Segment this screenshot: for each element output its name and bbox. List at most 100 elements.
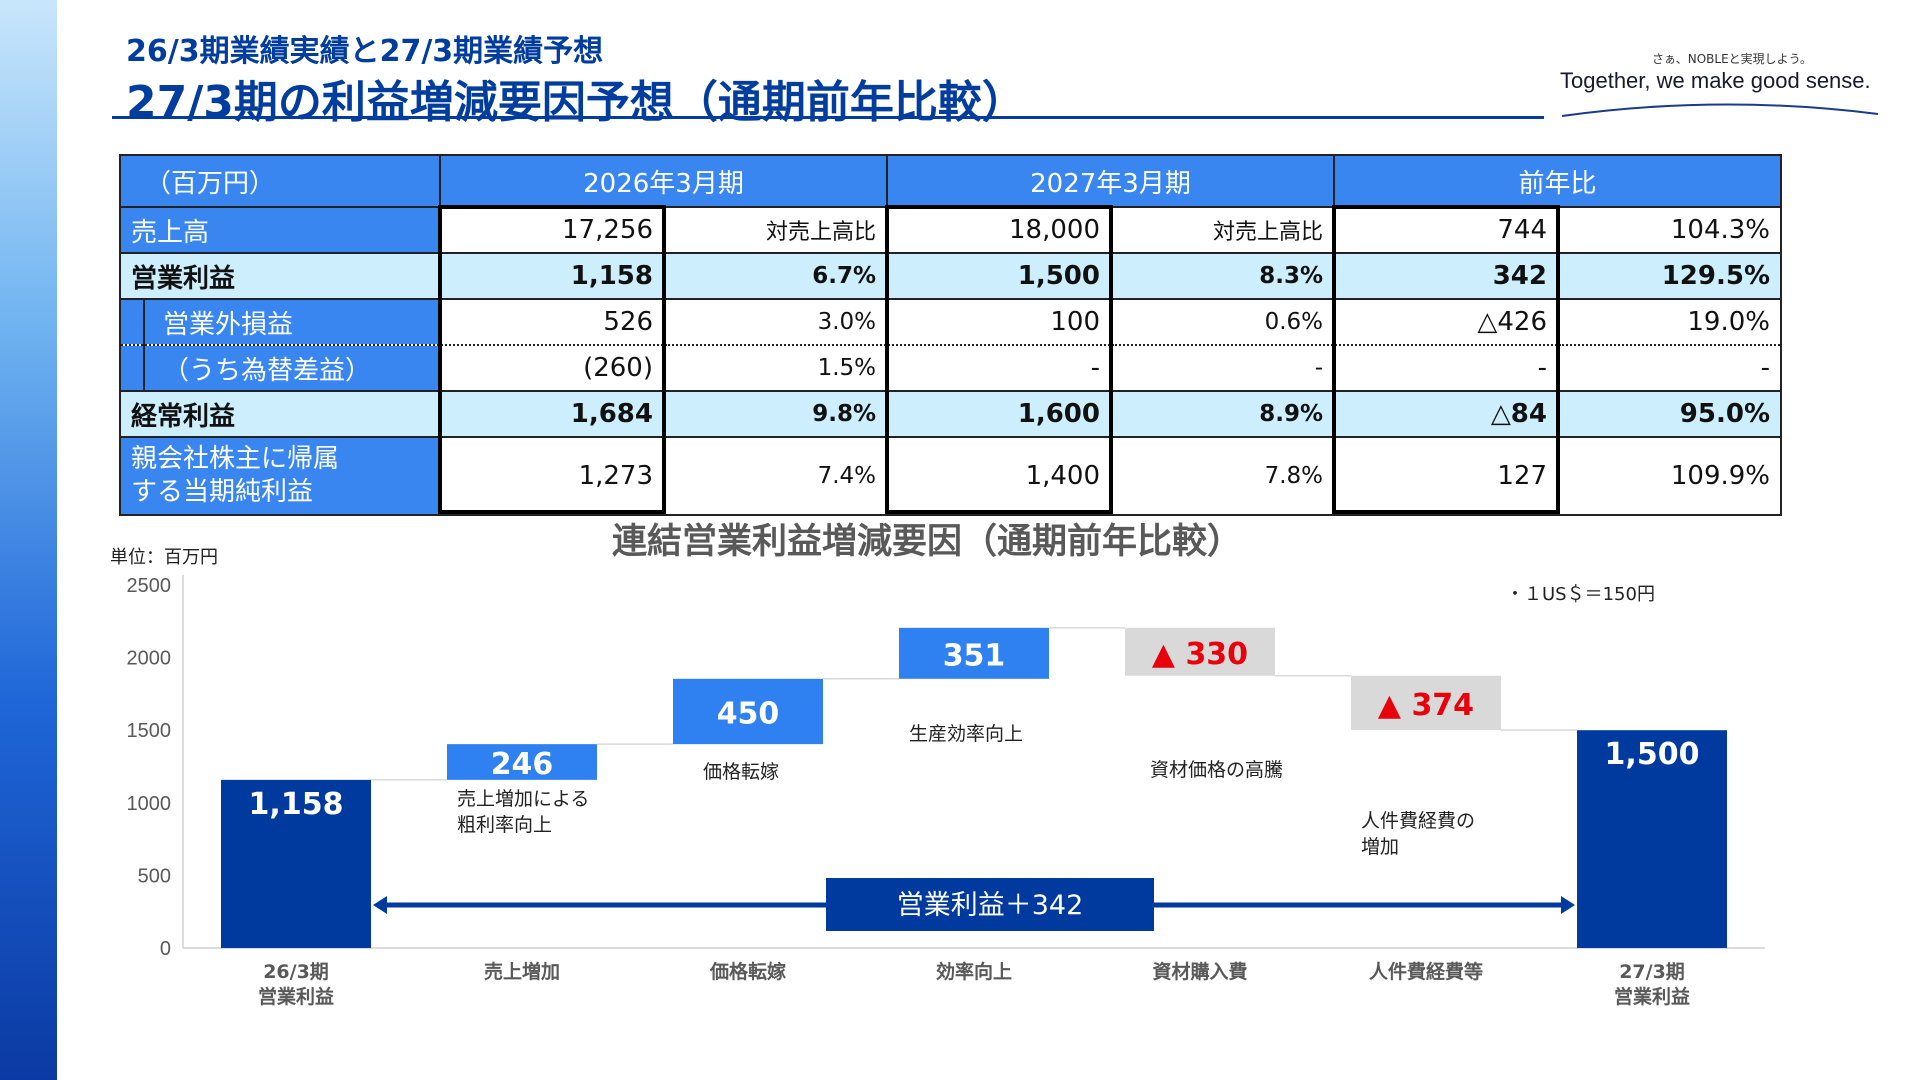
chart-title: 連結営業利益増減要因（通期前年比較） — [612, 522, 1243, 562]
x-category-label: 資材購入費 — [1152, 960, 1247, 983]
yoy-diff: 127 — [1333, 436, 1559, 516]
yoy-pct: - — [1557, 344, 1782, 392]
bar-annotation: 粗利率向上 — [457, 814, 552, 836]
table-header-row: （百万円） 2026年3月期 2027年3月期 前年比 — [119, 154, 1782, 208]
y-tick-label: 1000 — [127, 793, 172, 815]
x-category-label: 売上増加 — [484, 960, 560, 983]
bar-value-label: 1,158 — [249, 787, 344, 822]
table-row-operating-income: 営業利益 1,158 6.7% 1,500 8.3% 342 129.5% — [119, 252, 1782, 300]
x-category-label: 人件費経費等 — [1369, 960, 1483, 983]
slide-title: 27/3期の利益増減要因予想（通期前年比較） — [126, 77, 1026, 128]
chart-unit-label: 単位：百万円 — [110, 547, 218, 568]
row-label: 営業外損益 — [143, 298, 441, 346]
header-unit: （百万円） — [119, 154, 441, 208]
x-category-label: 営業利益 — [258, 985, 334, 1008]
value-2026: 17,256 — [439, 206, 665, 254]
brand-logo-text: Together, we make good sense. — [1560, 68, 1871, 93]
ratio-2027: 対売上高比 — [1110, 206, 1335, 254]
waterfall-bar — [447, 744, 597, 780]
slide-subtitle: 26/3期業績実績と27/3期業績予想 — [126, 34, 604, 69]
row-label: 営業利益 — [119, 252, 441, 300]
value-2026: (260) — [439, 344, 665, 392]
yoy-pct: 129.5% — [1557, 252, 1782, 300]
value-2026: 526 — [439, 298, 665, 346]
y-tick-label: 2000 — [127, 648, 172, 670]
fx-rate-note: ・１US＄＝150円 — [1506, 584, 1655, 605]
yoy-pct: 95.0% — [1557, 390, 1782, 438]
span-arrow-left-head — [373, 896, 387, 914]
table-row-non-operating: 営業外損益 526 3.0% 100 0.6% △426 19.0% — [119, 298, 1782, 346]
brand-swoosh-icon — [1561, 103, 1879, 117]
ratio-2027: 8.3% — [1110, 252, 1335, 300]
title-underline — [112, 116, 1544, 119]
row-label: （うち為替差益） — [143, 344, 441, 392]
value-2027: 100 — [886, 298, 1112, 346]
waterfall-bar — [1125, 627, 1275, 676]
row-indent-strip — [119, 344, 145, 392]
x-category-label: 価格転嫁 — [709, 960, 786, 983]
bar-annotation: 価格転嫁 — [703, 761, 779, 783]
ratio-2026: 1.5% — [663, 344, 888, 392]
y-tick-label: 1500 — [127, 720, 172, 742]
table-row-net-income: 親会社株主に帰属 する当期純利益 1,273 7.4% 1,400 7.8% 12… — [119, 436, 1782, 516]
span-arrow-label: 営業利益＋342 — [897, 890, 1084, 921]
bar-annotation: 売上増加による — [457, 788, 589, 810]
table-row-ordinary-income: 経常利益 1,684 9.8% 1,600 8.9% △84 95.0% — [119, 390, 1782, 438]
yoy-pct: 109.9% — [1557, 436, 1782, 516]
side-gradient-bar — [0, 0, 57, 1080]
waterfall-bar — [1577, 730, 1727, 948]
ratio-2027: 8.9% — [1110, 390, 1335, 438]
value-2027: 1,400 — [886, 436, 1112, 516]
row-label: 親会社株主に帰属 する当期純利益 — [119, 436, 441, 516]
row-label: 売上高 — [119, 206, 441, 254]
row-label: 経常利益 — [119, 390, 441, 438]
x-category-label: 効率向上 — [936, 960, 1012, 983]
bar-value-label: 246 — [491, 747, 554, 782]
y-tick-label: 0 — [160, 938, 171, 960]
bar-annotation: 生産効率向上 — [909, 723, 1023, 745]
yoy-diff: 342 — [1333, 252, 1559, 300]
bar-value-label: ▲ 374 — [1378, 688, 1474, 723]
value-2027: 1,500 — [886, 252, 1112, 300]
ratio-2026: 6.7% — [663, 252, 888, 300]
header-fy2027: 2027年3月期 — [886, 154, 1335, 208]
x-category-label: 営業利益 — [1614, 985, 1690, 1008]
yoy-diff: △426 — [1333, 298, 1559, 346]
bar-annotation: 資材価格の高騰 — [1150, 759, 1283, 781]
x-category-label: 27/3期 — [1619, 961, 1685, 983]
table-row-fx-gain: （うち為替差益） (260) 1.5% - - - - — [119, 344, 1782, 392]
row-label-line2: する当期純利益 — [131, 477, 314, 507]
bar-value-label: 351 — [943, 638, 1006, 673]
waterfall-bar — [1351, 675, 1501, 731]
value-2026: 1,158 — [439, 252, 665, 300]
yoy-pct: 19.0% — [1557, 298, 1782, 346]
ratio-2026: 7.4% — [663, 436, 888, 516]
brand-tagline: さぁ、NOBLEと実現しよう。 — [1652, 52, 1812, 66]
x-category-label: 26/3期 — [263, 961, 329, 983]
waterfall-bar — [673, 678, 823, 745]
ratio-2026: 3.0% — [663, 298, 888, 346]
ratio-2027: 0.6% — [1110, 298, 1335, 346]
financial-table: （百万円） 2026年3月期 2027年3月期 前年比 売上高 17,256 対… — [119, 154, 1782, 516]
bar-annotation: 増加 — [1361, 836, 1399, 858]
yoy-diff: △84 — [1333, 390, 1559, 438]
row-indent-strip — [119, 298, 145, 346]
span-label-box — [826, 878, 1154, 931]
ratio-2027: - — [1110, 344, 1335, 392]
span-arrow-right-head — [1561, 896, 1575, 914]
header-yoy: 前年比 — [1333, 154, 1782, 208]
ratio-2026: 9.8% — [663, 390, 888, 438]
bar-annotation: 人件費経費の — [1361, 810, 1475, 832]
header-fy2026: 2026年3月期 — [439, 154, 888, 208]
value-2027: 18,000 — [886, 206, 1112, 254]
bar-value-label: 450 — [717, 696, 780, 731]
yoy-pct: 104.3% — [1557, 206, 1782, 254]
bar-value-label: 1,500 — [1605, 737, 1700, 772]
value-2027: 1,600 — [886, 390, 1112, 438]
row-label-line1: 親会社株主に帰属 — [131, 444, 340, 474]
y-tick-label: 500 — [138, 865, 171, 887]
value-2026: 1,684 — [439, 390, 665, 438]
y-tick-label: 2500 — [127, 575, 172, 597]
waterfall-bar — [221, 779, 371, 948]
